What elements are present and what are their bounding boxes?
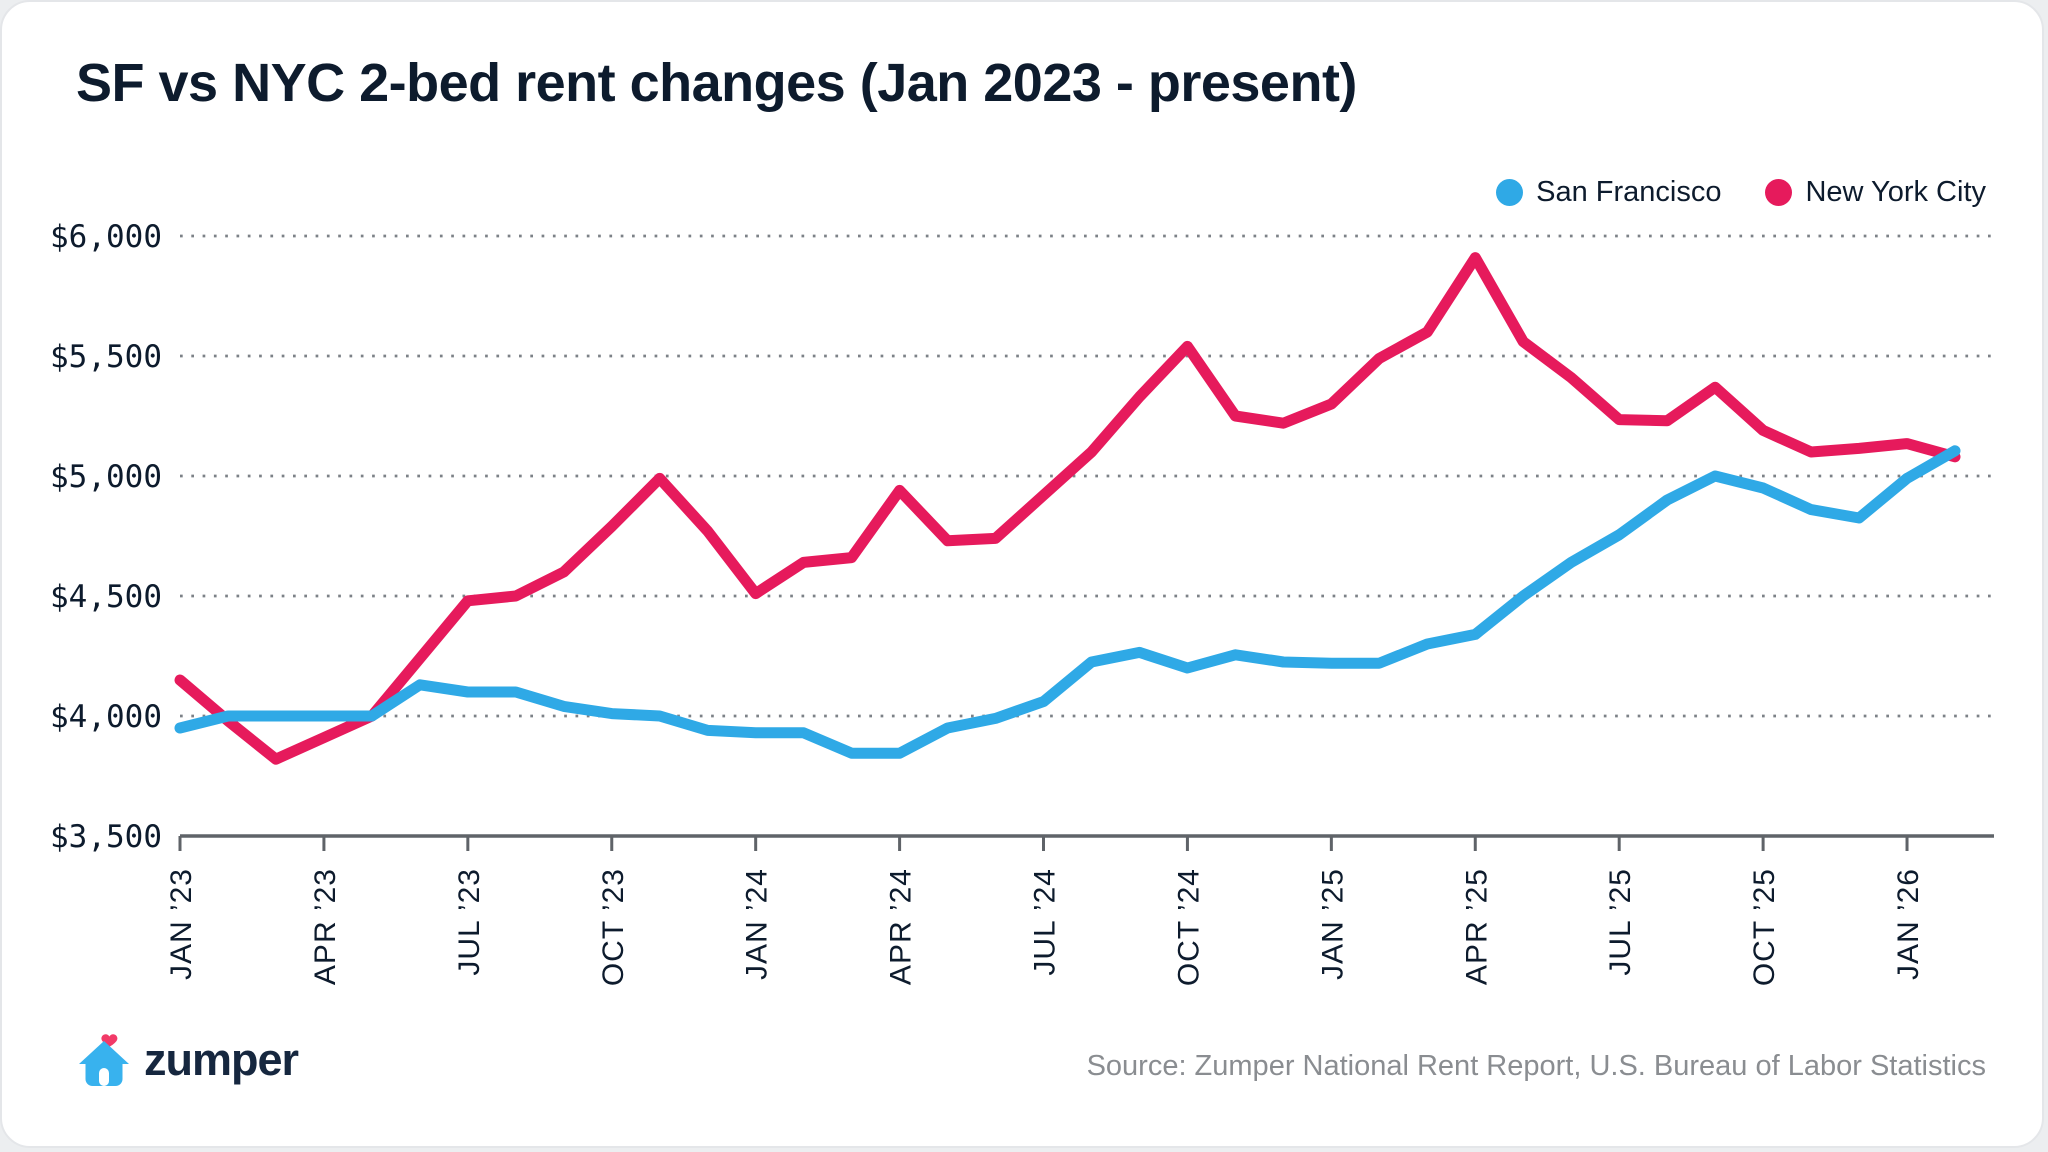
chart-title: SF vs NYC 2-bed rent changes (Jan 2023 -… bbox=[76, 53, 1357, 113]
new-york-city-line bbox=[174, 252, 1961, 765]
x-tick-label: JUL ’25 bbox=[1604, 868, 1637, 976]
y-tick-label: $5,500 bbox=[50, 339, 162, 375]
x-tick-label: JUL ’23 bbox=[453, 868, 486, 976]
legend-item-san-francisco: San Francisco bbox=[1496, 176, 1721, 209]
y-tick-label: $5,000 bbox=[50, 459, 162, 495]
x-tick-label: APR ’24 bbox=[885, 868, 918, 985]
x-tick-label: APR ’23 bbox=[309, 868, 342, 985]
x-tick-label: JAN ’24 bbox=[741, 868, 774, 980]
x-tick-label: APR ’25 bbox=[1460, 868, 1493, 985]
zumper-logo: zumper bbox=[76, 1032, 299, 1088]
y-tick-label: $3,500 bbox=[50, 819, 162, 855]
san-francisco-line bbox=[174, 445, 1961, 759]
x-tick-label: JAN ’26 bbox=[1892, 868, 1925, 980]
zumper-house-icon bbox=[79, 1034, 129, 1086]
source-attribution: Source: Zumper National Rent Report, U.S… bbox=[1086, 1050, 1986, 1082]
y-tick-label: $6,000 bbox=[50, 219, 162, 255]
y-tick-label: $4,000 bbox=[50, 699, 162, 735]
x-tick-label: OCT ’24 bbox=[1172, 868, 1205, 986]
new-york-city-dot-icon bbox=[1765, 179, 1793, 206]
legend-label: New York City bbox=[1805, 176, 1986, 208]
rent-line-chart: $3,500 $4,000 $4,500 $5,000 $5,500 $6,000 JAN … bbox=[50, 219, 1994, 986]
san-francisco-dot-icon bbox=[1496, 179, 1524, 206]
legend-label: San Francisco bbox=[1536, 176, 1722, 208]
x-tick-label: JAN ’23 bbox=[165, 868, 198, 980]
x-tick-label: OCT ’25 bbox=[1748, 868, 1781, 986]
y-tick-label: $4,500 bbox=[50, 579, 162, 615]
x-tick-label: JAN ’25 bbox=[1316, 868, 1349, 980]
zumper-wordmark: zumper bbox=[144, 1034, 299, 1085]
x-tick-label: OCT ’23 bbox=[597, 868, 630, 986]
x-tick-label: JUL ’24 bbox=[1029, 868, 1062, 976]
legend-item-new-york-city: New York City bbox=[1765, 176, 1986, 209]
legend: San Francisco New York City bbox=[1496, 176, 1986, 209]
